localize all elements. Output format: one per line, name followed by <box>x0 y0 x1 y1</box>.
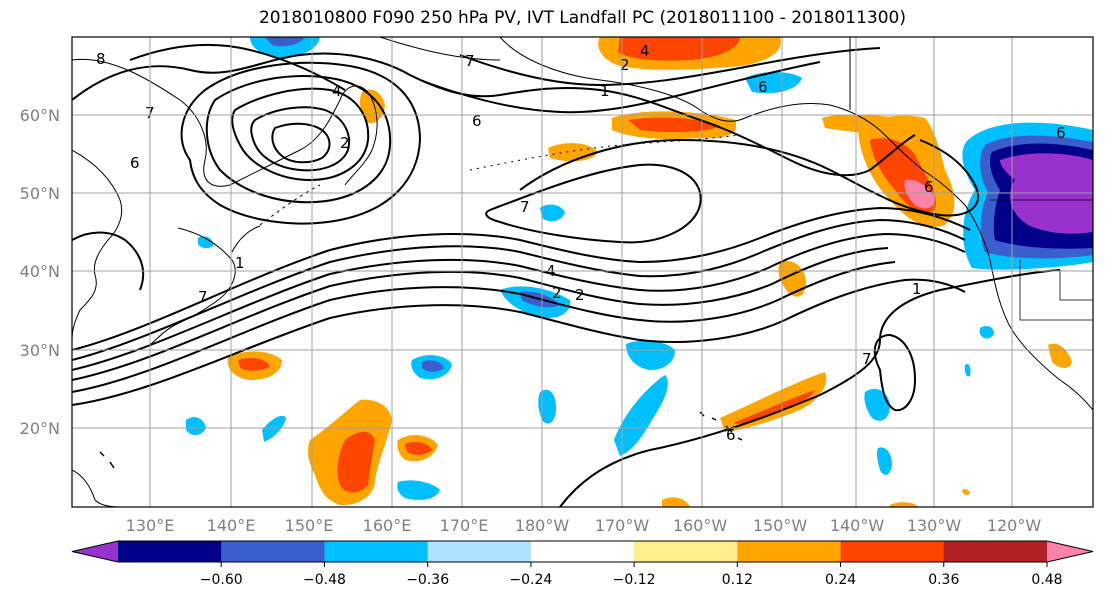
lon-label: 120°W <box>987 516 1042 535</box>
contour-label: 7 <box>862 350 872 368</box>
colorbar-segment <box>840 541 945 562</box>
colorbar-tick-label: −0.60 <box>200 572 243 588</box>
contour-label: 4 <box>640 42 650 60</box>
contour-label: 1 <box>235 254 245 272</box>
lon-label: 140°E <box>207 516 256 535</box>
colorbar-segment <box>634 541 738 562</box>
contour-label: 1 <box>600 82 610 100</box>
contour-label: 6 <box>726 426 736 444</box>
lat-label: 50°N <box>20 184 60 203</box>
contour-label: 7 <box>198 288 208 306</box>
lat-label: 40°N <box>20 262 60 281</box>
colorbar-segment <box>221 541 325 562</box>
longitude-labels: 130°E 140°E 150°E 160°E 170°E 180°W 170°… <box>126 516 1042 535</box>
colorbar-tick-label: 0.48 <box>1031 572 1062 588</box>
lon-label: 140°W <box>830 516 885 535</box>
lon-label: 160°E <box>363 516 412 535</box>
colorbar-tick-label: −0.36 <box>406 572 449 588</box>
map-frame <box>71 36 1094 508</box>
contour-label: 6 <box>472 112 482 130</box>
colorbar-tick-label: 0.36 <box>928 572 959 588</box>
colorbar-outline <box>71 540 1094 563</box>
colorbar-tick-label: 0.24 <box>825 572 856 588</box>
contour-label: 4 <box>332 82 342 100</box>
contour-label: 6 <box>758 78 768 96</box>
contour-label: 7 <box>520 198 530 216</box>
colorbar-tick-label: −0.48 <box>303 572 346 588</box>
lon-label: 160°W <box>673 516 728 535</box>
colorbar-tick-label: −0.24 <box>509 572 552 588</box>
colorbar-segment <box>943 541 1048 562</box>
colorbar <box>71 540 1094 563</box>
colorbar-ticks: −0.60 −0.48 −0.36 −0.24 −0.12 0.12 0.24 0.36 0.4… <box>200 562 1063 588</box>
contour-label: 7 <box>465 52 475 70</box>
lon-label: 130°E <box>126 516 175 535</box>
contour-labels: 8 7 6 4 2 6 7 4 2 1 7 6 1 7 2 6 6 1 7 2 … <box>96 42 1066 444</box>
contour-label: 2 <box>575 286 585 304</box>
colorbar-segment <box>324 541 429 562</box>
lon-label: 150°E <box>285 516 334 535</box>
contour-label: 6 <box>924 178 934 196</box>
contour-label: 2 <box>552 284 562 302</box>
contour-label: 2 <box>340 134 350 152</box>
map-background <box>72 37 1093 507</box>
lon-label: 150°W <box>753 516 808 535</box>
contour-label: 8 <box>96 50 106 68</box>
colorbar-tick-label: 0.12 <box>722 572 753 588</box>
map-title: 2018010800 F090 250 hPa PV, IVT Landfall… <box>258 8 906 28</box>
lon-label: 130°W <box>907 516 962 535</box>
lon-label: 180°W <box>515 516 570 535</box>
colorbar-tick-label: −0.12 <box>613 572 656 588</box>
colorbar-extend-min <box>72 541 118 562</box>
contour-label: 6 <box>1056 124 1066 142</box>
colorbar-segment <box>427 541 532 562</box>
latitude-labels: 60°N 50°N 40°N 30°N 20°N <box>20 106 60 438</box>
lat-label: 30°N <box>20 341 60 360</box>
lat-label: 20°N <box>20 419 60 438</box>
colorbar-segment <box>737 541 842 562</box>
lon-label: 170°W <box>595 516 650 535</box>
pv-contours <box>72 43 1061 507</box>
colorbar-segment <box>118 541 222 562</box>
colorbar-segment <box>530 541 635 562</box>
lon-label: 170°E <box>440 516 489 535</box>
colorbar-extend-max <box>1047 541 1093 562</box>
graticule <box>72 37 1093 507</box>
lat-label: 60°N <box>20 106 60 125</box>
contour-label: 1 <box>912 280 922 298</box>
contour-label: 6 <box>130 154 140 172</box>
contour-label: 2 <box>620 56 630 74</box>
